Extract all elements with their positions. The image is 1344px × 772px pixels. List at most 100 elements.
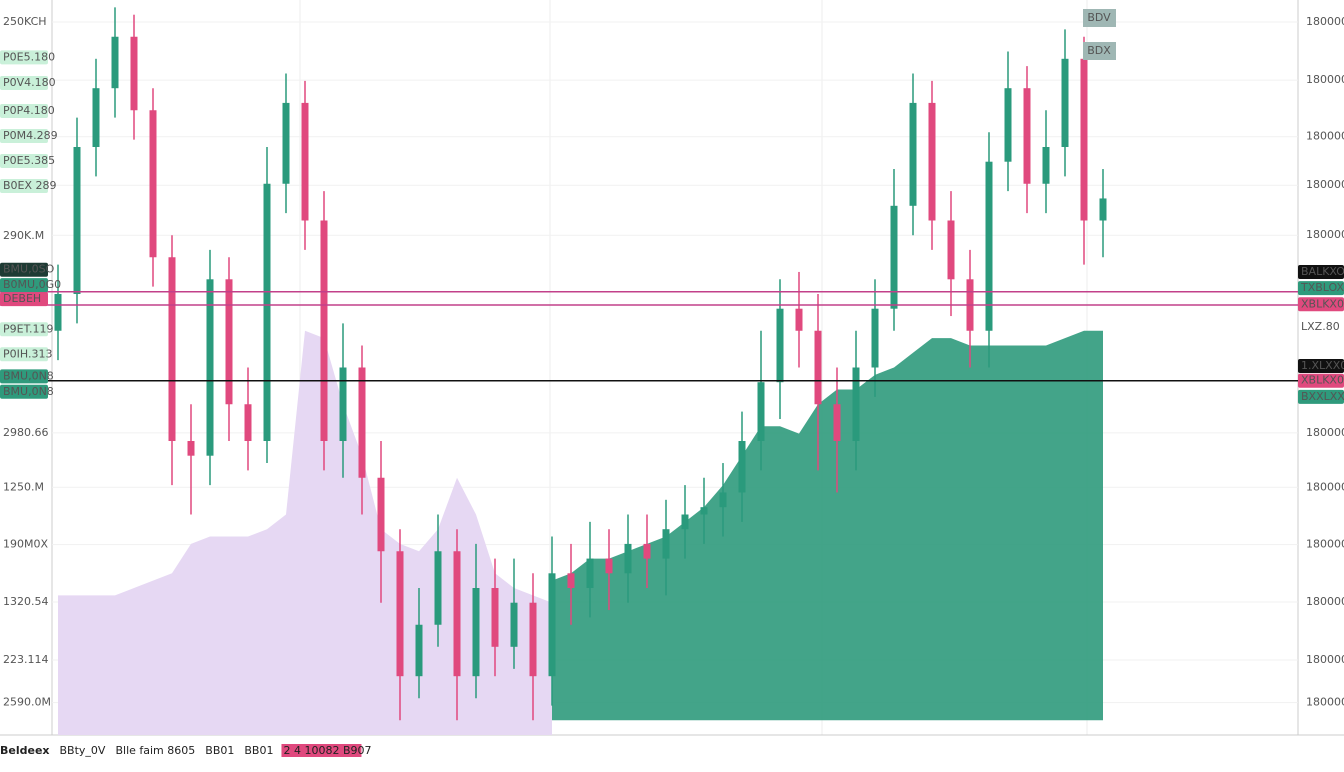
label-badge (0, 153, 48, 168)
left-label: B0EX 289 (3, 179, 57, 192)
left-label: P0M4.289 (3, 129, 58, 142)
y-tick-label: 1800000 (1306, 480, 1344, 493)
annotation: BDX (1087, 44, 1111, 57)
candle-body (871, 308, 879, 368)
candle-body (1061, 58, 1069, 147)
y-tick-label: 1800000 (1306, 73, 1344, 86)
label-badge (0, 278, 48, 293)
left-label: BMU,0SO (3, 263, 55, 276)
candle-body (719, 492, 727, 508)
y-tick-label: 1800000 (1306, 538, 1344, 551)
candle-body (662, 529, 670, 559)
right-label: BXXLXX0 (1301, 390, 1344, 403)
label-badge (0, 103, 48, 118)
label-badge (0, 178, 48, 193)
candle-body (491, 588, 499, 647)
left-label: 2980.66 (3, 426, 49, 439)
candle-body (643, 543, 651, 559)
left-label: 290K.M (3, 229, 44, 242)
left-label: B0MU,0G0 (3, 278, 61, 291)
label-badge (0, 262, 48, 277)
candle-body (244, 404, 252, 441)
candle-body (130, 36, 138, 111)
right-label: XBLKX0 (1301, 374, 1344, 387)
candle-body (1023, 88, 1031, 184)
footer-text: Blle faim 8605 (115, 744, 195, 757)
candle-body (776, 308, 784, 383)
label-badge (1298, 281, 1344, 296)
annotation: BDV (1087, 11, 1111, 24)
candle-body (415, 624, 423, 677)
candle-body (73, 147, 81, 294)
candle-body (187, 441, 195, 456)
area (58, 330, 552, 735)
y-tick-label: 1800000 (1306, 15, 1344, 28)
label-badge (1298, 359, 1344, 374)
label-badge (0, 292, 48, 307)
candle-body (263, 183, 271, 441)
candle-body (624, 543, 632, 574)
candle-body (1042, 147, 1050, 184)
candle-body (700, 507, 708, 515)
candle-body (852, 367, 860, 441)
candle-body (453, 551, 461, 677)
candle-body (225, 279, 233, 405)
left-label: 190M0X (3, 538, 48, 551)
label-badge (1298, 389, 1344, 404)
left-label: 1250.M (3, 480, 44, 493)
label-badge (0, 50, 48, 65)
label-badge (0, 384, 48, 399)
candle-body (434, 551, 442, 625)
candle-body (149, 110, 157, 258)
label-badge (1298, 297, 1344, 312)
footer-text: BB01 (244, 744, 273, 757)
left-label: 2590.0M (3, 696, 51, 709)
candle-body (301, 102, 309, 221)
right-label: TXBLOX0 (1300, 281, 1344, 294)
left-label: P0IH.313 (3, 347, 52, 360)
left-label: 250KCH (3, 15, 47, 28)
left-label: P0V4.180 (3, 76, 56, 89)
candle-body (282, 102, 290, 184)
candle-body (168, 257, 176, 441)
left-label: P0E5.385 (3, 154, 55, 167)
candle-body (92, 88, 100, 147)
candle-body (510, 602, 518, 647)
candle-body (396, 551, 404, 677)
left-label: P0P4.180 (3, 104, 55, 117)
right-label: BALKXO2 (1301, 265, 1344, 278)
footer-text: 2 4 10082 B907 (283, 744, 371, 757)
footer-badge (281, 744, 362, 757)
y-tick-label: 1800000 (1306, 696, 1344, 709)
label-badge (0, 347, 48, 362)
candle-body (1080, 58, 1088, 221)
label-badge (0, 369, 48, 384)
candle-body (681, 514, 689, 530)
candle-body (548, 573, 556, 677)
y-tick-label: 1800000 (1306, 130, 1344, 143)
candle-body (529, 602, 537, 677)
label-badge (0, 128, 48, 143)
y-tick-label: 1800000 (1306, 228, 1344, 241)
label-badge (1298, 373, 1344, 388)
candle-body (985, 161, 993, 331)
label-badge (0, 322, 48, 337)
y-tick-label: 1800000 (1306, 653, 1344, 666)
left-label: DEBEH (3, 292, 41, 305)
candle-body (567, 573, 575, 588)
candle-body (586, 558, 594, 588)
annotation-box (1083, 9, 1116, 27)
right-label: XBLKX0 (1301, 297, 1344, 310)
left-label: BMU,0N8 (3, 385, 54, 398)
left-label: P0E5.180 (3, 50, 55, 63)
candle-body (358, 367, 366, 478)
candle-body (111, 36, 119, 89)
right-label: 1.XLXX0Z (1301, 359, 1344, 372)
candle-body (472, 588, 480, 677)
left-label: BMU,0N8 (3, 369, 54, 382)
y-tick-label: 1800000 (1306, 426, 1344, 439)
label-badge (0, 76, 48, 91)
candle-body (54, 294, 62, 331)
candle-body (909, 102, 917, 206)
candle-body (947, 220, 955, 280)
